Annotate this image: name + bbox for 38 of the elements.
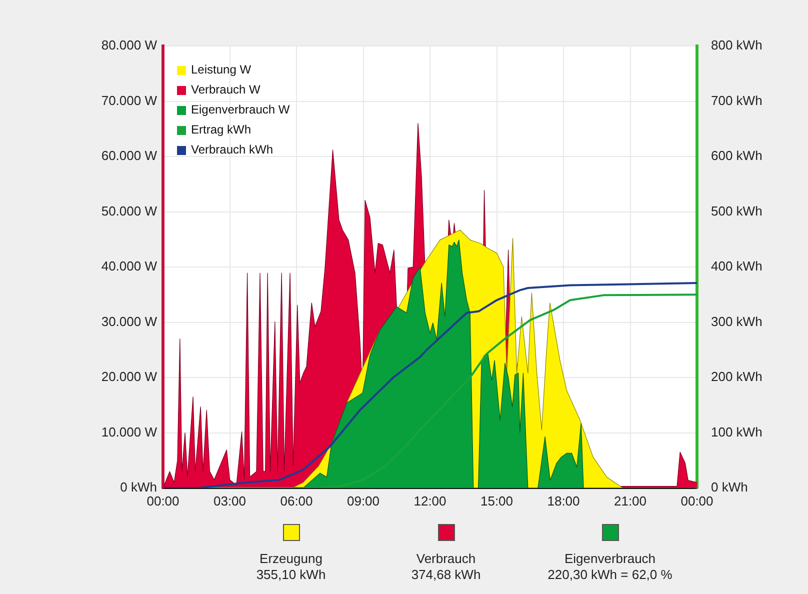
text: Erzeugung	[258, 551, 324, 567]
legend-label: Eigenverbrauch W	[191, 102, 290, 116]
text: 355,10 kWh	[255, 567, 327, 583]
y2-tick-label: 600 kWh	[711, 148, 762, 164]
y-tick-label: 50.000 W	[101, 203, 158, 218]
y-tick-label: 30.000 W	[101, 314, 158, 329]
y2-tick-label: 300 kWh	[711, 314, 762, 329]
text: 374,68 kWh	[410, 567, 482, 583]
y-tick-label: 0 kWh	[120, 480, 157, 495]
x-tick-label: 03:00	[213, 493, 246, 508]
y2-tick-label: 100 kWh	[711, 424, 762, 440]
text: Eigenverbrauch	[563, 551, 657, 567]
x-tick-label: 06:00	[280, 493, 313, 508]
y2-tick-label: 200 kWh	[711, 369, 762, 384]
x-tick-label: 18:00	[547, 493, 580, 508]
legend-label: Ertrag kWh	[191, 122, 252, 136]
legend-label: Verbrauch kWh	[191, 142, 274, 156]
y2-tick-label: 500 kWh	[711, 203, 762, 218]
x-tick-label: 15:00	[480, 493, 514, 508]
x-tick-label: 12:00	[414, 493, 446, 508]
y-tick-label: 60.000 W	[101, 148, 158, 164]
y-tick-label: 20.000 W	[101, 369, 158, 384]
legend-label: Verbrauch W	[191, 82, 262, 96]
y2-tick-label: 700 kWh	[711, 92, 762, 108]
text: Verbrauch	[415, 551, 477, 567]
x-tick-label: 09:00	[346, 493, 380, 508]
y-tick-label: 80.000 W	[101, 38, 158, 53]
y2-tick-label: 400 kWh	[711, 258, 762, 274]
y-tick-label: 40.000 W	[101, 258, 158, 274]
y2-tick-label: 800 kWh	[711, 38, 762, 53]
x-tick-label: 21:00	[614, 493, 647, 508]
y2-tick-label: 0 kWh	[711, 480, 748, 495]
x-tick-label: 00:00	[146, 493, 180, 508]
x-tick-label: 00:00	[680, 493, 714, 508]
y-tick-label: 10.000 W	[101, 424, 158, 440]
y-tick-label: 70.000 W	[101, 92, 158, 108]
text: 220,30 kWh = 62,0 %	[546, 567, 674, 583]
legend-label: Leistung W	[191, 62, 252, 76]
